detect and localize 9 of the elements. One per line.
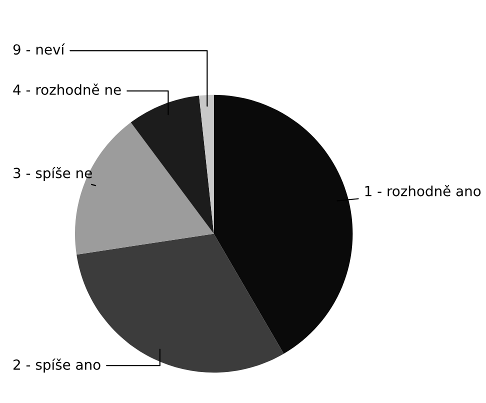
slice-label: 3 - spíše ne	[14, 166, 92, 181]
slice-label: 1 - rozhodně ano	[365, 185, 481, 196]
slice-label: 2 - spíše ano	[14, 358, 100, 373]
slice-label: 4 - rozhodně ne	[13, 84, 121, 95]
pie-slice	[130, 96, 214, 234]
pie-slice	[76, 234, 284, 373]
pie-slice	[199, 94, 214, 234]
pie-slice	[75, 122, 214, 255]
slice-label: 9 - neví	[13, 43, 65, 55]
